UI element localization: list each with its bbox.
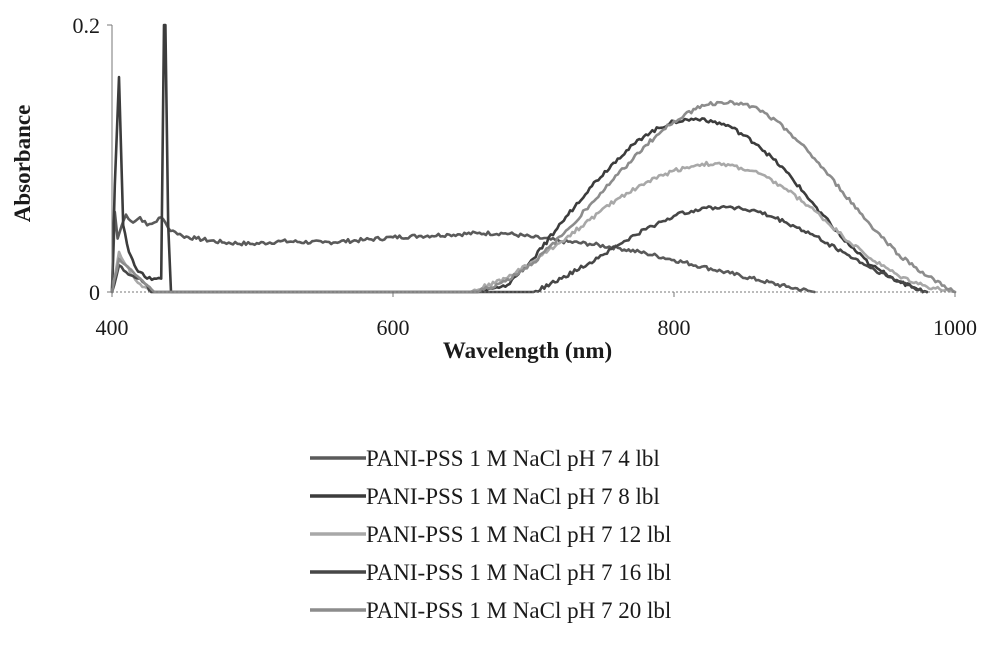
legend-label-5: PANI-PSS 1 M NaCl pH 7 20 lbl [366,598,671,623]
x-tick-label: 600 [377,315,410,340]
series-line-2 [110,23,929,294]
y-tick-label: 0.2 [73,13,101,38]
series-line-1 [110,210,816,294]
legend-label-3: PANI-PSS 1 M NaCl pH 7 12 lbl [366,522,671,547]
legend: PANI-PSS 1 M NaCl pH 7 4 lbl PANI-PSS 1 M… [310,446,671,623]
y-axis-title: Absorbance [10,105,35,223]
legend-label-4: PANI-PSS 1 M NaCl pH 7 16 lbl [366,560,671,585]
axes: 400 600 800 1000 0 0.2 Wavelength (nm) Absorban… [10,13,977,363]
legend-label-1: PANI-PSS 1 M NaCl pH 7 4 lbl [366,446,660,471]
x-axis-title: Wavelength (nm) [443,338,612,363]
plot-area [110,23,957,294]
x-tick-label: 800 [658,315,691,340]
series-line-5 [110,99,957,294]
x-tick-label: 1000 [933,315,977,340]
series-line-4 [110,205,929,294]
x-tick-label: 400 [96,315,129,340]
series-line-3 [110,160,957,294]
legend-label-2: PANI-PSS 1 M NaCl pH 7 8 lbl [366,484,660,509]
y-tick-label: 0 [89,280,100,305]
